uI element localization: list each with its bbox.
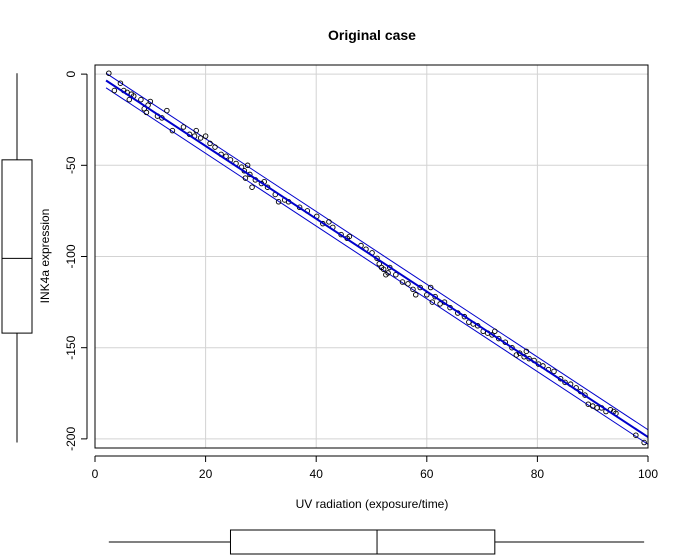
data-point <box>410 286 416 293</box>
x-tick-label: 0 <box>92 467 99 481</box>
data-point <box>111 87 118 94</box>
data-point <box>202 133 209 139</box>
data-point <box>526 355 532 362</box>
data-point <box>429 299 436 305</box>
y-tick-label: -200 <box>64 427 78 451</box>
x-marginal-boxplot <box>108 529 645 555</box>
x-axis: 0 20 40 60 80 100 <box>92 455 658 481</box>
data-point <box>509 344 515 351</box>
data-point <box>385 270 391 276</box>
data-point <box>492 328 498 335</box>
y-tick-label: -100 <box>64 244 78 268</box>
data-point <box>594 405 600 411</box>
data-point <box>393 271 399 278</box>
data-point <box>523 348 530 355</box>
x-box <box>229 529 496 555</box>
data-point <box>244 162 251 169</box>
data-point <box>405 281 411 287</box>
data-point <box>562 379 568 386</box>
fit-line <box>105 79 649 438</box>
data-point <box>180 124 187 130</box>
data-point <box>346 233 353 240</box>
x-tick-label: 60 <box>420 467 434 481</box>
data-point <box>641 439 647 446</box>
y-marginal-boxplot <box>1 73 33 443</box>
x-tick-label: 40 <box>310 467 324 481</box>
data-point <box>169 127 176 134</box>
regression-line <box>105 79 649 438</box>
y-tick-label: 0 <box>64 70 78 77</box>
y-axis-label: INK4a expression <box>38 209 52 304</box>
x-tick-label: 20 <box>199 467 213 481</box>
x-tick-label: 100 <box>638 467 658 481</box>
data-point <box>207 140 213 147</box>
data-point <box>126 96 133 103</box>
data-point <box>427 284 434 291</box>
y-tick-label: -50 <box>64 156 78 174</box>
data-point <box>589 403 596 409</box>
data-point <box>275 199 282 205</box>
data-point <box>437 301 443 307</box>
data-point <box>117 80 124 86</box>
x-tick-label: 80 <box>531 467 545 481</box>
chart-title: Original case <box>328 27 416 43</box>
band-upper <box>105 72 649 431</box>
data-point <box>143 109 150 116</box>
data-point <box>147 98 154 105</box>
data-point <box>138 96 144 103</box>
x-axis-label: UV radiation (exposure/time) <box>296 497 449 511</box>
y-tick-label: -150 <box>64 335 78 359</box>
data-point <box>585 401 592 407</box>
data-point <box>326 219 332 225</box>
y-box <box>1 159 33 334</box>
data-point <box>212 144 218 150</box>
data-point <box>106 70 112 76</box>
data-point <box>164 107 170 114</box>
y-axis: 0 -50 -100 -150 -200 <box>64 70 88 451</box>
data-point <box>380 266 387 273</box>
data-point <box>197 135 204 141</box>
data-point <box>386 264 393 271</box>
data-point <box>495 335 502 342</box>
data-point <box>242 175 249 181</box>
grid <box>94 65 649 448</box>
data-point <box>551 368 557 375</box>
band-lower <box>105 87 649 445</box>
data-point <box>412 292 419 298</box>
data-point <box>249 184 255 190</box>
data-point <box>399 279 406 285</box>
plot-border <box>94 64 649 449</box>
data-point <box>193 127 199 134</box>
data-point <box>633 432 639 438</box>
